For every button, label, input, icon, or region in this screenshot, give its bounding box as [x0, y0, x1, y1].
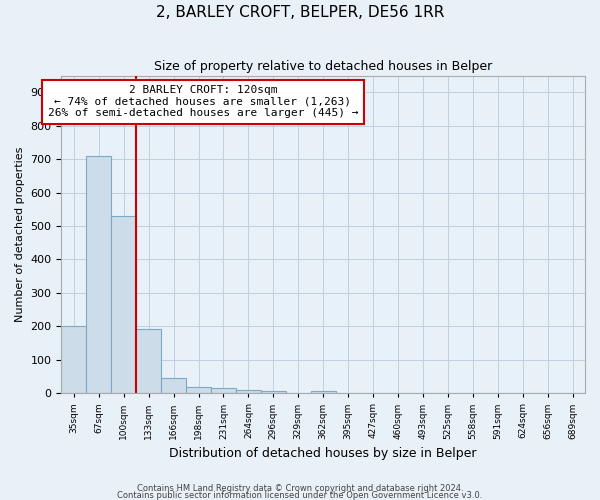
- Text: 2 BARLEY CROFT: 120sqm
← 74% of detached houses are smaller (1,263)
26% of semi-: 2 BARLEY CROFT: 120sqm ← 74% of detached…: [47, 85, 358, 118]
- Text: Contains HM Land Registry data © Crown copyright and database right 2024.: Contains HM Land Registry data © Crown c…: [137, 484, 463, 493]
- Bar: [211, 388, 236, 394]
- Bar: [261, 390, 286, 394]
- Bar: [136, 328, 161, 394]
- Y-axis label: Number of detached properties: Number of detached properties: [15, 146, 25, 322]
- Bar: [61, 326, 86, 394]
- Bar: [86, 156, 111, 394]
- Title: Size of property relative to detached houses in Belper: Size of property relative to detached ho…: [154, 60, 493, 73]
- Bar: [161, 378, 186, 394]
- Bar: [236, 390, 261, 394]
- Bar: [186, 386, 211, 394]
- Bar: [311, 391, 335, 394]
- Text: 2, BARLEY CROFT, BELPER, DE56 1RR: 2, BARLEY CROFT, BELPER, DE56 1RR: [156, 5, 444, 20]
- Text: Contains public sector information licensed under the Open Government Licence v3: Contains public sector information licen…: [118, 491, 482, 500]
- X-axis label: Distribution of detached houses by size in Belper: Distribution of detached houses by size …: [169, 447, 477, 460]
- Bar: [111, 216, 136, 394]
